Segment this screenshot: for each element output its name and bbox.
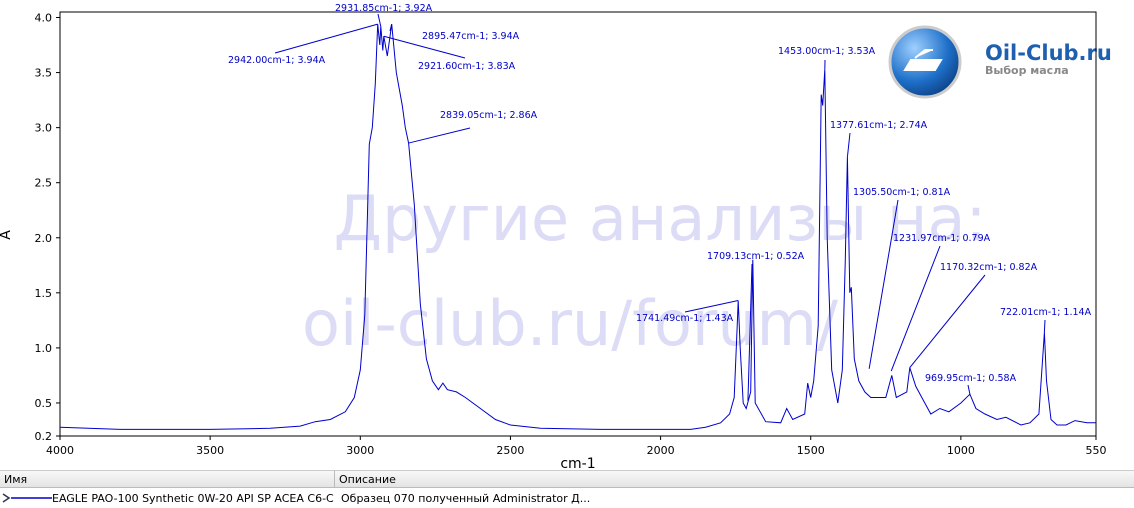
x-axis-label: cm-1 bbox=[560, 456, 595, 470]
annotation-leader bbox=[868, 199, 899, 369]
annotation-leader bbox=[408, 127, 471, 144]
annotation-label: 722.01cm-1; 1.14A bbox=[1000, 307, 1092, 318]
spectrum-line bbox=[59, 24, 1096, 430]
x-tick-label: 3000 bbox=[346, 444, 374, 457]
annotation-leader bbox=[890, 245, 941, 372]
y-tick-label: 0.5 bbox=[35, 397, 53, 410]
x-tick-label: 2000 bbox=[647, 444, 675, 457]
y-axis-label: A bbox=[0, 230, 14, 240]
y-tick-label: 1.5 bbox=[35, 287, 53, 300]
annotation-label: 2839.05cm-1; 2.86A bbox=[440, 110, 538, 121]
y-tick-label: 4.0 bbox=[35, 12, 53, 25]
annotation-label: 1170.32cm-1; 0.82A bbox=[940, 262, 1038, 273]
annotation-label: 1231.97cm-1; 0.79A bbox=[893, 233, 991, 244]
legend-table: Имя Описание EAGLE PAO-100 Synthetic 0W-… bbox=[0, 470, 1134, 508]
y-tick-label: 2.5 bbox=[35, 177, 53, 190]
column-header[interactable]: Описание bbox=[335, 470, 1134, 488]
series-description[interactable]: Образец 070 полученный Administrator Д..… bbox=[341, 492, 591, 505]
annotation-label: 1377.61cm-1; 2.74A bbox=[830, 120, 928, 131]
annotation-label: 2942.00cm-1; 3.94A bbox=[228, 55, 326, 66]
y-tick-label: 2.0 bbox=[35, 232, 53, 245]
annotation-leader bbox=[383, 35, 466, 59]
annotation-leader bbox=[389, 23, 393, 32]
annotation-leader bbox=[747, 263, 753, 401]
annotation-label: 2931.85cm-1; 3.92A bbox=[335, 3, 433, 14]
x-tick-label: 2500 bbox=[496, 444, 524, 457]
y-tick-label: 1.0 bbox=[35, 342, 53, 355]
y-tick-label: 0.2 bbox=[35, 430, 53, 443]
watermark: Другие анализы на: bbox=[334, 182, 987, 255]
annotation-label: 2895.47cm-1; 3.94A bbox=[422, 31, 520, 42]
annotation-leader bbox=[1043, 319, 1046, 333]
x-tick-label: 550 bbox=[1086, 444, 1107, 457]
x-tick-label: 3500 bbox=[196, 444, 224, 457]
watermark: oil-club.ru/forum/ bbox=[302, 287, 838, 360]
annotation-leader bbox=[846, 132, 851, 157]
annotation-label: 969.95cm-1; 0.58A bbox=[925, 373, 1017, 384]
x-tick-label: 4000 bbox=[46, 444, 74, 457]
y-tick-label: 3.5 bbox=[35, 67, 53, 80]
annotation-leader bbox=[684, 300, 739, 313]
annotation-label: 1709.13cm-1; 0.52A bbox=[707, 251, 805, 262]
annotation-label: 1305.50cm-1; 0.81A bbox=[853, 187, 951, 198]
column-header[interactable]: Имя bbox=[0, 470, 335, 488]
x-tick-label: 1500 bbox=[797, 444, 825, 457]
annotation-label: 1741.49cm-1; 1.43A bbox=[636, 313, 734, 324]
logo-can bbox=[903, 49, 943, 71]
y-tick-label: 3.0 bbox=[35, 122, 53, 135]
series-swatch bbox=[2, 493, 52, 503]
annotation-leader bbox=[274, 23, 378, 54]
annotation-leader bbox=[377, 13, 382, 27]
plot-frame bbox=[59, 11, 1097, 437]
logo-subtitle: Выбор масла bbox=[985, 64, 1069, 77]
chart: Другие анализы на: oil-club.ru/forum/ Oi… bbox=[0, 3, 1112, 472]
annotation-leader bbox=[909, 274, 986, 369]
logo-title: Oil-Club.ru bbox=[985, 41, 1112, 65]
series-name[interactable]: EAGLE PAO-100 Synthetic 0W-20 API SP ACE… bbox=[52, 492, 334, 505]
annotation-leader bbox=[967, 384, 971, 395]
annotation-label: 1453.00cm-1; 3.53A bbox=[778, 46, 876, 57]
x-tick-label: 1000 bbox=[947, 444, 975, 457]
annotation-label: 2921.60cm-1; 3.83A bbox=[418, 61, 516, 72]
